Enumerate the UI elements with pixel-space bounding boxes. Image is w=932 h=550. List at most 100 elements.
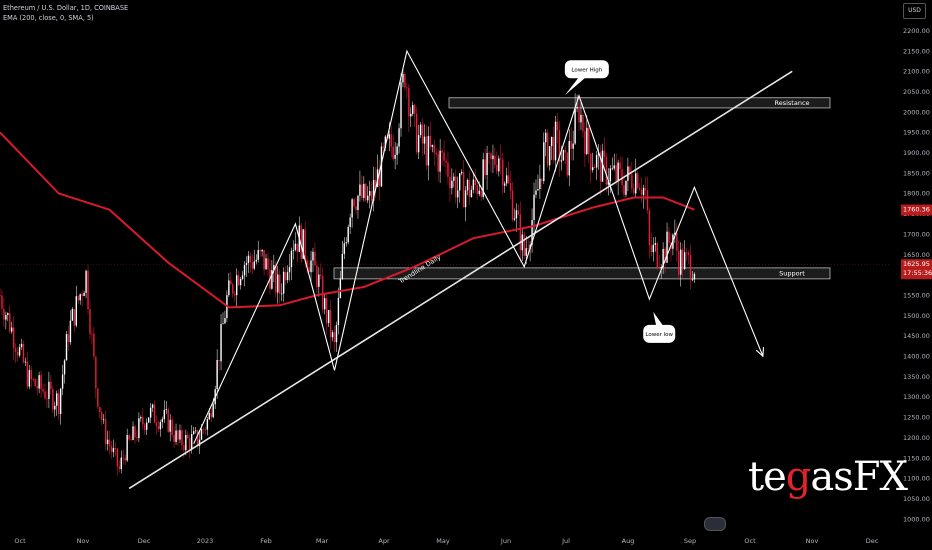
candle-body	[263, 249, 265, 270]
resistance-label: Resistance	[774, 99, 809, 107]
candle-body	[605, 156, 608, 185]
candle-body	[286, 272, 289, 281]
candle-body	[511, 190, 514, 220]
candle-body	[562, 149, 565, 161]
candle-body	[97, 388, 99, 407]
candle-body	[531, 219, 533, 245]
indicator-label[interactable]: EMA (200, close, 0, SMA, 5)	[3, 14, 94, 22]
candle-body	[365, 183, 367, 201]
candle-body	[502, 159, 504, 186]
candle-body	[284, 271, 287, 281]
candle-body	[458, 173, 461, 191]
candle-body	[38, 375, 40, 389]
candle-body	[370, 191, 373, 201]
candle-body	[621, 169, 623, 186]
candle-body	[374, 180, 377, 188]
candle-body	[486, 153, 488, 175]
candle-body	[282, 271, 285, 294]
candle-body	[396, 146, 398, 155]
candle-body	[77, 296, 79, 301]
candle-body	[16, 351, 19, 356]
candle-body	[378, 169, 381, 187]
candle-body	[79, 294, 81, 301]
candle-body	[611, 168, 613, 170]
candle-body	[427, 136, 430, 166]
price-tick-label: 1250.00	[903, 414, 930, 422]
candle-body	[181, 430, 183, 446]
candle-body	[36, 386, 38, 389]
candle-body	[462, 171, 465, 208]
candle-body	[576, 106, 578, 109]
support-label: Support	[779, 270, 805, 278]
candle-body	[173, 435, 175, 442]
price-tick-label: 2150.00	[903, 47, 930, 55]
candle-body	[460, 171, 463, 174]
candle-body	[564, 149, 567, 153]
candle-body	[423, 136, 426, 144]
candle-body	[578, 106, 580, 123]
candle-body	[165, 409, 167, 411]
candle-body	[9, 313, 11, 332]
candle-body	[566, 152, 568, 176]
candle-body	[412, 105, 414, 114]
candle-body	[435, 152, 437, 155]
candle-body	[384, 136, 387, 148]
candle-body	[0, 295, 1, 296]
candle-body	[155, 422, 158, 426]
candle-body	[108, 439, 111, 446]
candle-body	[503, 183, 506, 186]
candle-body	[683, 252, 686, 269]
candle-body	[466, 179, 469, 191]
time-axis[interactable]: Oct Nov Dec 2023 Feb Mar Apr May Jun Jul Aug Sep Oct…	[14, 537, 878, 545]
candle-body	[142, 417, 144, 425]
candle-body	[57, 393, 60, 414]
candle-body	[480, 190, 482, 197]
candle-body	[574, 108, 576, 144]
candle-body	[429, 136, 432, 147]
price-axis[interactable]: 2200.00 2150.00 2100.00 2050.00 2000.00 1950.…	[903, 27, 930, 523]
candle-body	[472, 179, 475, 190]
candle-body	[558, 130, 561, 162]
candle-body	[54, 405, 56, 410]
candle-body	[34, 379, 36, 387]
candle-body	[241, 275, 244, 279]
trendline	[128, 70, 793, 490]
callout-pointer	[564, 77, 586, 96]
candle-body	[318, 274, 320, 287]
candle-body	[640, 189, 643, 195]
candle-body	[691, 279, 694, 281]
candle-body	[202, 429, 205, 431]
candle-body	[331, 332, 334, 338]
candle-body	[73, 309, 76, 326]
candle-body	[648, 210, 651, 246]
candle-body	[676, 232, 678, 252]
time-tick-label: Mar	[316, 537, 329, 545]
candle-body	[167, 409, 169, 432]
candle-body	[496, 164, 498, 172]
candle-body	[347, 226, 349, 243]
time-tick-label: Sep	[684, 537, 696, 545]
candle-body	[218, 360, 220, 362]
candle-body	[118, 466, 121, 469]
candle-body	[662, 248, 664, 268]
wave-path	[193, 49, 764, 444]
candle-body	[32, 379, 34, 380]
currency-button[interactable]: USD	[903, 3, 926, 19]
candle-body	[554, 121, 557, 161]
candle-body	[81, 294, 83, 297]
candle-body	[28, 370, 31, 387]
candle-body	[681, 249, 684, 269]
candle-body	[680, 249, 682, 275]
candle-body	[183, 445, 185, 451]
time-tick-label: May	[436, 537, 450, 545]
candle-body	[678, 251, 680, 275]
candle-body	[67, 334, 70, 343]
candle-body	[296, 243, 299, 252]
candle-body	[372, 180, 375, 201]
candle-body	[132, 426, 134, 440]
candle-body	[361, 184, 363, 198]
candle-body	[474, 179, 477, 186]
candle-body	[216, 360, 218, 390]
tradingview-logo-icon[interactable]	[704, 517, 726, 531]
